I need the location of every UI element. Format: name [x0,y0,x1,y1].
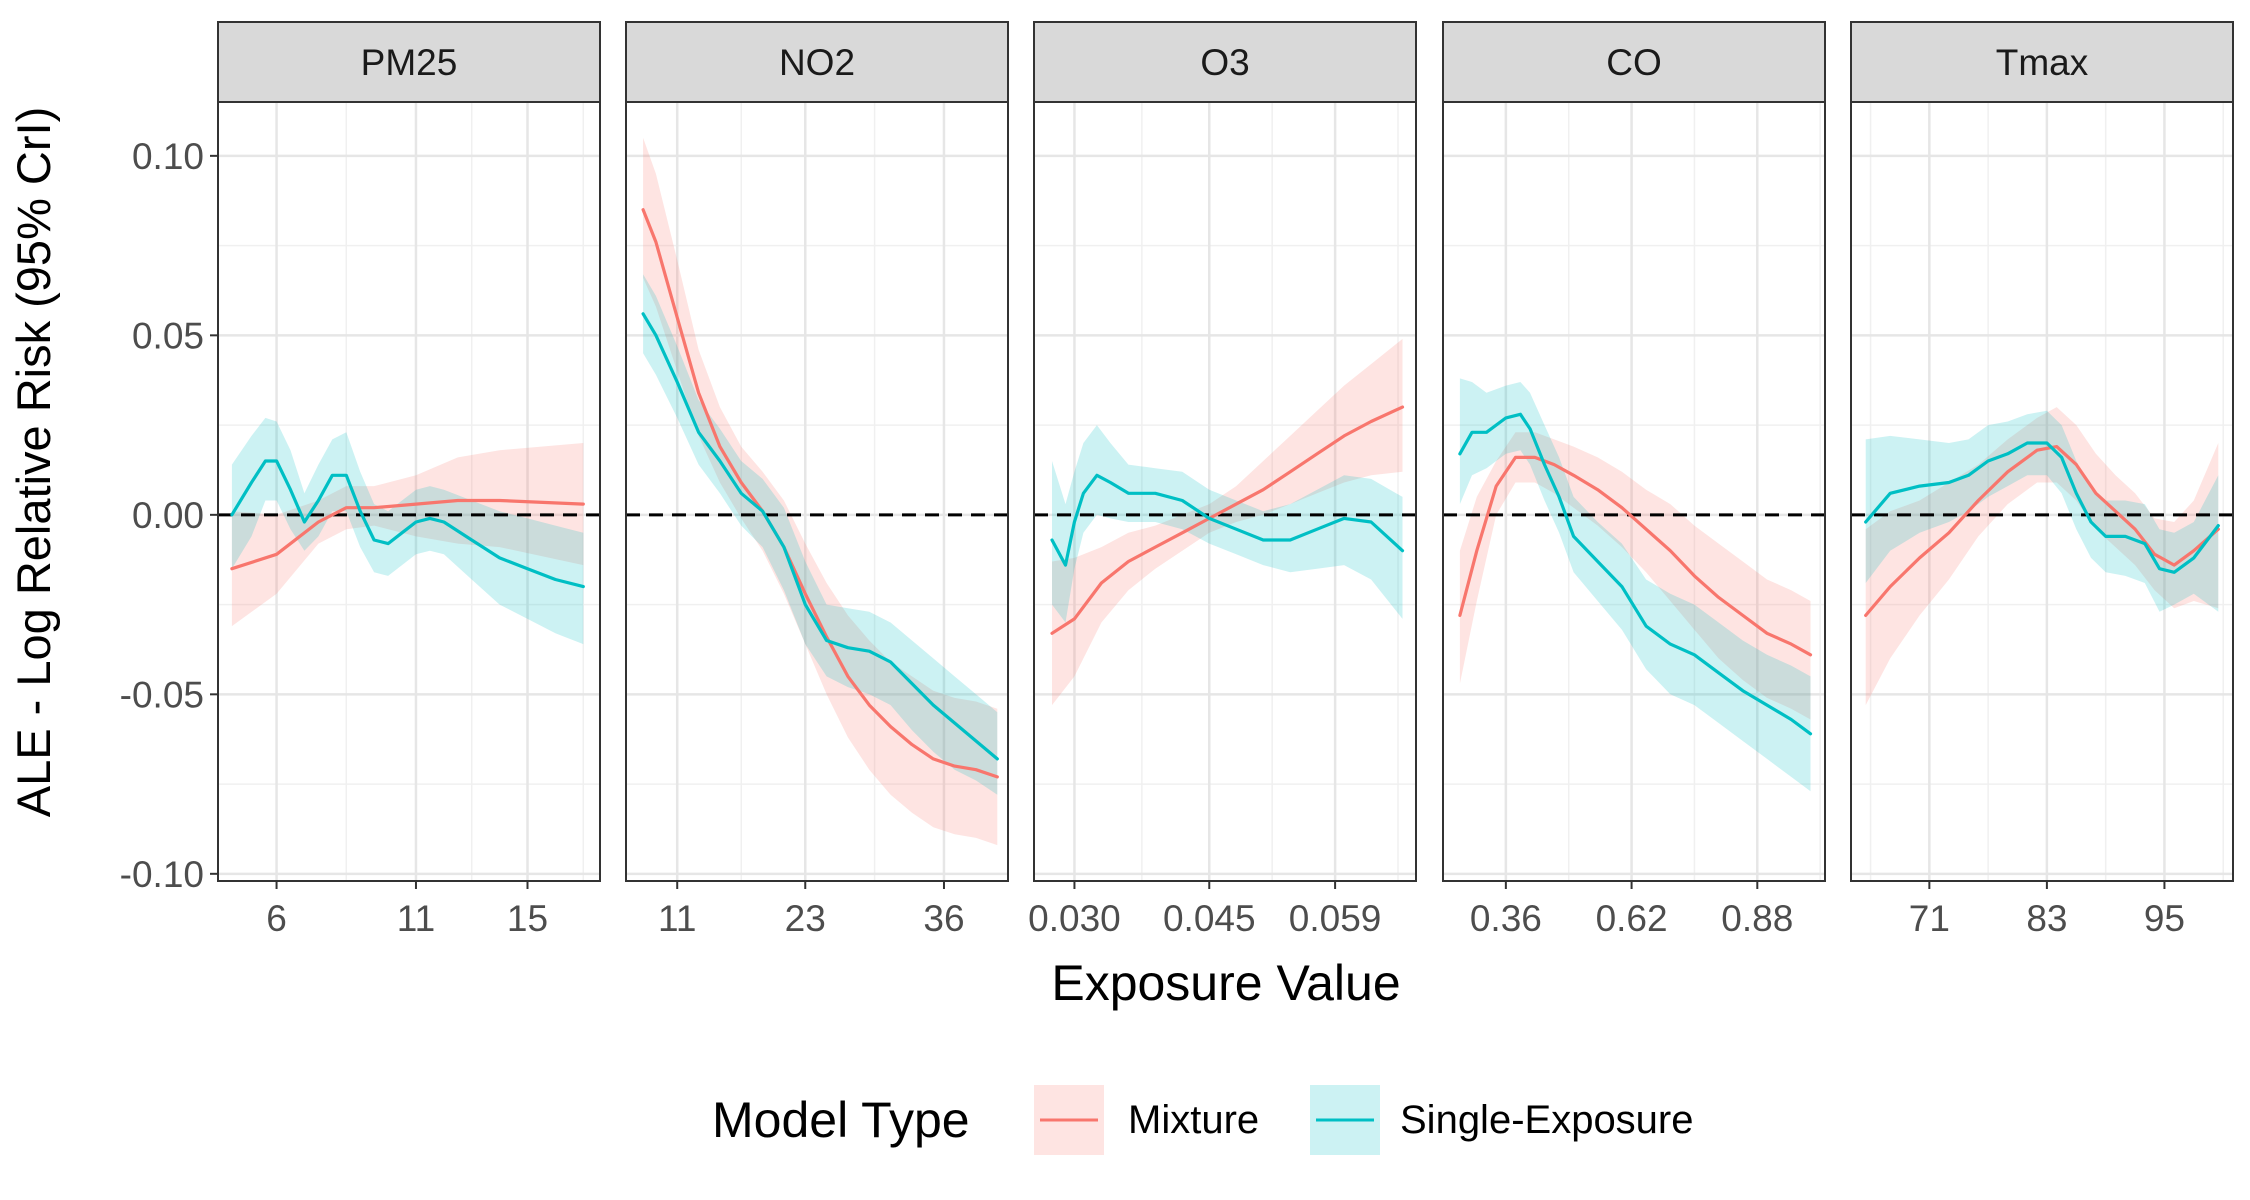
facet-strip-label: NO2 [779,42,855,83]
facet-panels: PM25 6 11 15 NO2 11 23 36 O3 0.030 0.045 0.059 CO 0.3… [217,21,2234,939]
x-tick-label: 95 [2144,898,2185,939]
panel-pm25: PM25 6 11 15 [217,21,601,939]
series-line-single-exposure [1050,473,1405,567]
facet-strip-label: O3 [1200,42,1249,83]
x-tick-label: 0.62 [1596,898,1668,939]
ci-ribbon-single-exposure [643,274,998,795]
panel-background [1851,102,2233,881]
series-line-mixture [1864,445,2220,618]
series-line-single-exposure [641,312,999,761]
facet-strip [1442,21,1826,103]
series-line-single-exposure [230,459,585,589]
legend-label-mixture: Mixture [1128,1098,1259,1142]
x-tick-label: 71 [1909,898,1950,939]
ci-ribbon-mixture [231,443,584,627]
ci-ribbon-mixture [1459,432,1811,720]
panel-background [1034,102,1416,881]
ci-ribbon-mixture [1052,338,1403,706]
panel-background [218,102,600,881]
panel-tmax: Tmax 71 83 95 [1850,21,2234,939]
y-tick-label: -0.05 [120,674,204,715]
y-tick-label: -0.10 [120,854,204,895]
x-tick-label: 0.36 [1470,898,1542,939]
ci-ribbon-single-exposure [1052,425,1403,623]
facet-strip-label: PM25 [361,42,458,83]
panel-no2: NO2 11 23 36 [625,21,1009,939]
ci-ribbon-single-exposure [1459,378,1811,792]
x-tick-label: 0.030 [1028,898,1121,939]
y-tick-label: 0.10 [132,136,204,177]
x-tick-label: 0.059 [1289,898,1382,939]
series-line-single-exposure [1864,441,2220,574]
ci-ribbon-single-exposure [1865,410,2219,612]
series-line-mixture [230,498,585,571]
facet-strip [1033,21,1417,103]
series-line-mixture [641,208,999,779]
series-line-mixture [1458,455,1813,657]
series-line-mixture [1050,405,1405,635]
x-tick-label: 36 [923,898,964,939]
x-tick-label: 11 [658,898,696,939]
ci-ribbon-mixture [643,137,998,846]
panel-co: CO 0.36 0.62 0.88 [1442,21,1826,939]
facet-strip-label: CO [1606,42,1662,83]
y-tick-label: 0.05 [132,315,204,356]
facet-strip [217,21,601,103]
legend-label-single-exposure: Single-Exposure [1400,1098,1694,1142]
x-tick-label: 0.88 [1721,898,1793,939]
y-tick-label: 0.00 [132,495,204,536]
facet-strip [1850,21,2234,103]
x-tick-label: 11 [397,898,435,939]
x-tick-label: 23 [785,898,826,939]
facet-strip-label: Tmax [1996,42,2089,83]
legend-title: Model Type [712,1092,970,1148]
y-axis-title: ALE - Log Relative Risk (95% CrI) [7,107,60,817]
x-tick-label: 6 [266,898,287,939]
legend: Model Type Mixture Single-Exposure [712,1085,1694,1155]
panel-o3: O3 0.030 0.045 0.059 [1028,21,1417,939]
x-tick-label: 0.045 [1163,898,1256,939]
y-axis: -0.10 -0.05 0.00 0.05 0.10 [120,136,218,895]
series-line-single-exposure [1458,412,1813,736]
x-axis-title: Exposure Value [1051,955,1400,1011]
x-tick-label: 83 [2026,898,2067,939]
ci-ribbon-single-exposure [231,417,584,645]
x-tick-label: 15 [507,898,548,939]
facet-strip [625,21,1009,103]
